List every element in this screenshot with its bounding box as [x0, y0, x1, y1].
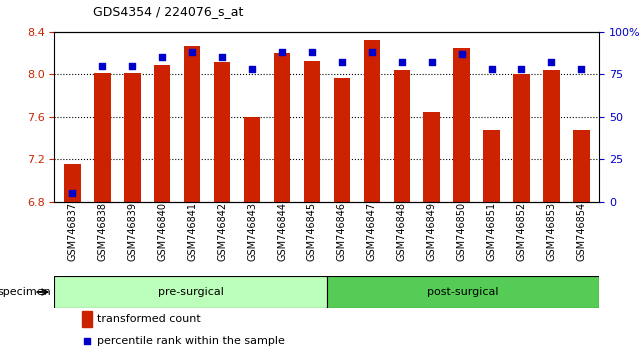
- Text: percentile rank within the sample: percentile rank within the sample: [97, 336, 285, 346]
- Point: [397, 59, 407, 65]
- Bar: [64, 164, 81, 202]
- Text: GSM746852: GSM746852: [517, 202, 526, 261]
- Point: [217, 55, 228, 60]
- Point: [487, 67, 497, 72]
- Point: [81, 338, 92, 344]
- Text: GSM746839: GSM746839: [128, 202, 137, 261]
- Text: GSM746854: GSM746854: [576, 202, 587, 261]
- Point: [367, 50, 377, 55]
- Point: [247, 67, 257, 72]
- Text: GSM746838: GSM746838: [97, 202, 108, 261]
- Bar: [573, 130, 590, 202]
- Text: GSM746837: GSM746837: [67, 202, 78, 261]
- Text: GSM746842: GSM746842: [217, 202, 227, 261]
- Bar: [483, 130, 500, 202]
- Point: [97, 63, 108, 69]
- Bar: [94, 73, 111, 202]
- Text: pre-surgical: pre-surgical: [158, 287, 224, 297]
- Point: [187, 50, 197, 55]
- Bar: [184, 46, 201, 202]
- Bar: [82, 311, 92, 327]
- Text: GSM746853: GSM746853: [546, 202, 556, 261]
- Text: GSM746851: GSM746851: [487, 202, 497, 261]
- Text: GSM746841: GSM746841: [187, 202, 197, 261]
- Bar: [424, 112, 440, 202]
- Point: [517, 67, 527, 72]
- Text: transformed count: transformed count: [97, 314, 201, 324]
- Bar: [54, 276, 327, 308]
- Point: [157, 55, 167, 60]
- Bar: [363, 40, 380, 202]
- Text: GSM746846: GSM746846: [337, 202, 347, 261]
- Bar: [154, 65, 171, 202]
- Point: [67, 190, 78, 196]
- Text: GSM746847: GSM746847: [367, 202, 377, 261]
- Bar: [513, 74, 529, 202]
- Point: [307, 50, 317, 55]
- Text: GSM746850: GSM746850: [456, 202, 467, 261]
- Point: [426, 59, 437, 65]
- Bar: [274, 53, 290, 202]
- Point: [337, 59, 347, 65]
- Bar: [124, 73, 140, 202]
- Text: specimen: specimen: [0, 287, 51, 297]
- Text: GSM746844: GSM746844: [277, 202, 287, 261]
- Bar: [543, 70, 560, 202]
- Point: [456, 51, 467, 57]
- Text: GSM746848: GSM746848: [397, 202, 407, 261]
- Bar: [327, 276, 599, 308]
- Text: GSM746843: GSM746843: [247, 202, 257, 261]
- Bar: [394, 70, 410, 202]
- Bar: [453, 48, 470, 202]
- Bar: [334, 78, 350, 202]
- Text: GDS4354 / 224076_s_at: GDS4354 / 224076_s_at: [93, 5, 244, 18]
- Text: GSM746849: GSM746849: [427, 202, 437, 261]
- Point: [277, 50, 287, 55]
- Text: GSM746845: GSM746845: [307, 202, 317, 261]
- Bar: [244, 117, 260, 202]
- Point: [576, 67, 587, 72]
- Point: [546, 59, 556, 65]
- Text: GSM746840: GSM746840: [157, 202, 167, 261]
- Bar: [304, 61, 320, 202]
- Text: post-surgical: post-surgical: [428, 287, 499, 297]
- Bar: [214, 62, 230, 202]
- Point: [127, 63, 137, 69]
